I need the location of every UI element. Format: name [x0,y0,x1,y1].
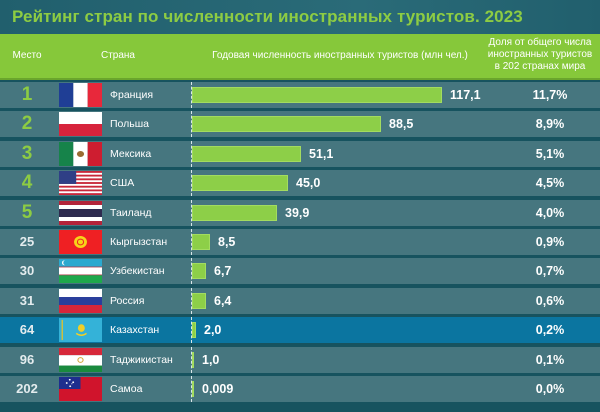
rank-value: 4 [21,172,33,194]
table-row: 64 Казахстан 2,0 0,2% [0,317,600,344]
tajikistan-flag-icon [59,347,102,372]
thailand-flag-icon [59,200,102,225]
country-name: Франция [110,89,154,101]
country-name: Мексика [110,147,152,160]
country-name: Россия [110,294,145,307]
tourist-value: 8,5 [218,235,236,249]
kazakhstan-flag-icon [59,318,102,343]
share-value: 0,0% [535,382,565,396]
tourist-value: 0,009 [202,382,234,396]
tourist-bar [192,175,288,192]
table-row: 2 Польша 88,5 8,9% [0,111,600,138]
tourist-bar [192,116,381,133]
country-name: Таиланд [110,206,152,219]
samoa-flag-icon [59,377,102,401]
tourist-bar [192,381,194,397]
tourist-value: 2,0 [204,323,222,338]
tourist-bar [192,87,442,103]
axis-line [191,229,192,255]
tourist-bar [192,322,196,339]
rank-value: 5 [21,201,33,223]
axis-line [191,111,192,138]
country-name: Таджикистан [110,353,173,366]
axis-line [191,199,192,226]
country-name: Польша [110,118,150,131]
tourist-bar [192,263,206,280]
axis-line [191,287,192,314]
table-row: 31 Россия 6,4 0,6% [0,287,600,314]
share-value: 11,7% [532,88,568,102]
header-rank: Место [12,50,42,61]
chart-title: Рейтинг стран по численности иностранных… [12,7,523,26]
share-value: 0,1% [535,352,565,367]
axis-line [191,258,192,285]
russia-flag-icon [59,288,102,313]
share-value: 8,9% [535,117,565,132]
country-name: США [110,177,135,190]
table-row: 4 США 45,0 4,5% [0,170,600,197]
country-name: Узбекистан [110,265,165,278]
share-value: 4,0% [535,205,565,220]
table-row: 5 Таиланд 39,9 4,0% [0,199,600,226]
tourist-bar [192,351,194,368]
france-flag-icon [59,83,102,107]
table-row: 1 Франция 117,1 11,7% [0,82,600,108]
header-share: Доля от общего числа иностранных туристо… [480,37,600,73]
header-tourists: Годовая численность иностранных туристов… [212,50,468,61]
axis-line [191,317,192,344]
table-row: 202 Самоа 0,009 0,0% [0,376,600,402]
tourist-value: 39,9 [285,205,310,220]
axis-line [191,346,192,373]
tourist-bar [192,204,277,221]
rank-value: 64 [19,322,35,338]
rank-value: 31 [19,292,35,308]
share-value: 4,5% [535,176,565,191]
header-share-line2: иностранных туристов [487,49,593,60]
table-row: 3 Мексика 51,1 5,1% [0,140,600,167]
uzbekistan-flag-icon [59,259,102,284]
rank-value: 2 [21,113,33,135]
table-row: 25 Кыргызстан 8,5 0,9% [0,229,600,255]
header-country: Страна [100,50,135,61]
title-bar: Рейтинг стран по численности иностранных… [0,0,600,34]
axis-line [191,82,192,108]
rank-value: 202 [16,381,38,396]
country-name: Казахстан [110,324,160,337]
table-row: 96 Таджикистан 1,0 0,1% [0,346,600,373]
rank-value: 96 [19,351,35,367]
mexico-flag-icon [59,141,102,166]
tourist-value: 117,1 [450,88,481,102]
header-share-line3: в 202 странах мира [494,61,586,72]
tourist-bar [192,292,206,309]
country-name: Самоа [110,383,143,395]
rank-value: 1 [21,84,33,105]
tourist-value: 45,0 [296,176,321,191]
share-value: 0,6% [535,293,565,308]
tourist-value: 51,1 [309,146,334,161]
rank-value: 25 [19,234,35,249]
tourist-value: 88,5 [389,117,414,132]
axis-line [191,376,192,402]
axis-line [191,140,192,167]
axis-line [191,170,192,197]
tourist-value: 1,0 [202,352,220,367]
tourist-bar [192,145,301,162]
header-share-line1: Доля от общего числа [488,37,592,48]
poland-flag-icon [59,112,102,137]
tourist-value: 6,4 [214,293,232,308]
share-value: 0,7% [535,264,565,279]
share-value: 5,1% [535,146,565,161]
table-header: Место Страна Годовая численность иностра… [0,34,600,80]
usa-flag-icon [59,171,102,196]
country-name: Кыргызстан [110,236,168,248]
kyrgyzstan-flag-icon [59,230,102,254]
rank-value: 3 [21,142,33,164]
rank-value: 30 [19,263,35,279]
share-value: 0,2% [535,323,565,338]
table-row: 30 Узбекистан 6,7 0,7% [0,258,600,285]
tourist-bar [192,234,210,250]
tourist-value: 6,7 [214,264,232,279]
share-value: 0,9% [535,235,565,249]
